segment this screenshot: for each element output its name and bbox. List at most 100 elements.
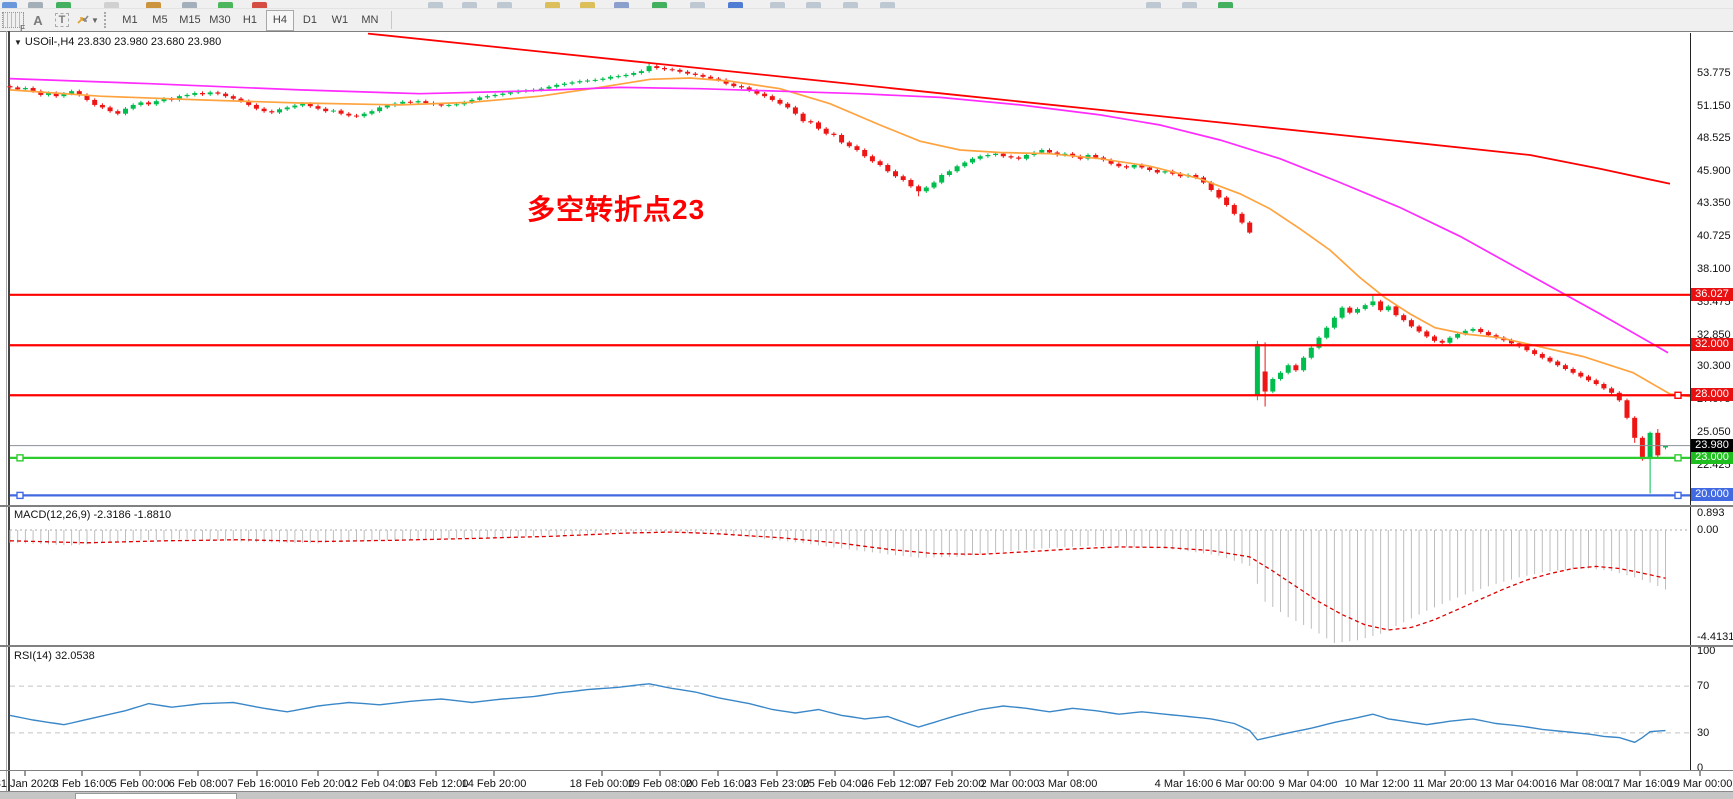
time-tick-label: 16 Mar 08:00 <box>1544 778 1610 790</box>
time-tick-label: 31 Jan 2020 <box>0 778 56 790</box>
timeframe-button-m5[interactable]: M5 <box>152 13 168 26</box>
rsi-scale-label: 70 <box>1697 680 1710 693</box>
toolbar-icon-cutoff[interactable] <box>614 2 629 8</box>
time-tick-label: 11 Mar 20:00 <box>1412 778 1478 790</box>
snap-grid-icon[interactable]: F <box>2 12 25 33</box>
toolbar-icon-cutoff[interactable] <box>497 2 512 8</box>
price-line-box-32.000: 32.000 <box>1691 338 1733 352</box>
time-tick-label: 27 Feb 20:00 <box>919 778 985 790</box>
price-tick-label: 48.525 <box>1697 132 1731 145</box>
price-line-box-28.000: 28.000 <box>1691 388 1733 402</box>
price-tick-label: 45.900 <box>1697 165 1731 178</box>
price-tick-label: 32.850 <box>1697 328 1731 341</box>
macd-scale-label: 0.00 <box>1697 524 1719 536</box>
toolbar-icon-cutoff[interactable] <box>2 2 17 8</box>
time-axis-separator <box>0 770 1733 771</box>
collapse-triangle-icon[interactable]: ▼ <box>14 38 22 47</box>
toolbar-icon-cutoff[interactable] <box>1218 2 1233 8</box>
time-tick-label: 9 Mar 04:00 <box>1278 778 1338 790</box>
chevron-down-icon[interactable]: ▼ <box>91 15 99 25</box>
time-tick-label: 23 Feb 23:00 <box>744 778 810 790</box>
bottom-tab[interactable] <box>75 793 237 799</box>
price-line-box-20.000: 20.000 <box>1691 488 1733 502</box>
time-tick-label: 5 Feb 00:00 <box>110 778 170 790</box>
toolbar-icon-cutoff[interactable] <box>428 2 443 8</box>
timeframe-button-h1[interactable]: H1 <box>242 13 257 26</box>
macd-indicator-label: MACD(12,26,9) -2.3186 -1.8810 <box>14 509 172 521</box>
timeframe-button-w1[interactable]: W1 <box>331 13 349 26</box>
macd-scale-label: -4.4131 <box>1697 631 1733 643</box>
price-tick-label: 51.150 <box>1697 99 1731 112</box>
chart-text-annotation[interactable]: 多空转折点23 <box>527 194 706 225</box>
object-arrows-icon[interactable]: ▼ <box>76 11 99 29</box>
toolbar-icon-cutoff[interactable] <box>690 2 705 8</box>
time-tick-label: 7 Feb 16:00 <box>227 778 287 790</box>
timeframe-button-h4[interactable]: H4 <box>265 9 294 31</box>
symbol-ohlc-label: ▼ USOil-,H4 23.830 23.980 23.680 23.980 <box>14 36 222 48</box>
price-tick-label: 40.725 <box>1697 230 1731 243</box>
time-tick-label: 25 Feb 04:00 <box>802 778 868 790</box>
price-tick-label: 43.350 <box>1697 197 1731 210</box>
time-tick-label: 13 Mar 04:00 <box>1479 778 1545 790</box>
toolbar-icon-cutoff[interactable] <box>545 2 560 8</box>
timeframe-button-m1[interactable]: M1 <box>122 13 138 26</box>
text-label-icon[interactable]: A <box>33 12 43 28</box>
time-tick-label: 20 Feb 16:00 <box>685 778 751 790</box>
timeframe-group: M1 M5 M15 M30 H1 H4 D1 W1 MN <box>115 9 385 31</box>
time-tick-label: 3 Feb 16:00 <box>52 778 112 790</box>
toolbar-icon-cutoff[interactable] <box>218 2 233 8</box>
chart-window[interactable] <box>0 31 1733 792</box>
time-tick-label: 6 Feb 08:00 <box>168 778 228 790</box>
timeframe-button-mn[interactable]: MN <box>361 13 379 26</box>
time-tick-label: 18 Feb 00:00 <box>569 778 635 790</box>
time-tick-label: 19 Mar 00:00 <box>1667 778 1733 790</box>
time-tick-label: 26 Feb 12:00 <box>861 778 927 790</box>
timeframe-button-d1[interactable]: D1 <box>302 13 317 26</box>
time-tick-label: 12 Feb 04:00 <box>345 778 411 790</box>
time-tick-label: 13 Feb 12:00 <box>403 778 469 790</box>
timeframe-button-m30[interactable]: M30 <box>209 13 231 26</box>
current-price-box: 23.980 <box>1691 438 1733 452</box>
chart-toolbar: F A T ▼ M1 M5 M15 M30 H1 H4 D1 W1 MN <box>0 9 1733 33</box>
price-axis[interactable] <box>1690 33 1733 770</box>
toolbar-icon-cutoff[interactable] <box>843 2 858 8</box>
toolbar-icon-cutoff[interactable] <box>252 2 267 8</box>
toolbar-icon-cutoff[interactable] <box>462 2 477 8</box>
chart-left-border <box>6 31 7 791</box>
time-tick-label: 3 Mar 08:00 <box>1038 778 1098 790</box>
toolbar-icon-cutoff[interactable] <box>104 2 119 8</box>
toolbar-icon-cutoff[interactable] <box>182 2 197 8</box>
toolbar-icon-cutoff[interactable] <box>652 2 667 8</box>
toolbar-drag-handle[interactable] <box>103 12 112 28</box>
time-tick-label: 4 Mar 16:00 <box>1154 778 1214 790</box>
rsi-panel-separator[interactable] <box>0 645 1733 647</box>
toolbar-icon-cutoff[interactable] <box>146 2 161 8</box>
timeframe-button-m15[interactable]: M15 <box>179 13 201 26</box>
toolbar-icon-cutoff[interactable] <box>28 2 43 8</box>
time-tick-label: 19 Feb 08:00 <box>627 778 693 790</box>
toolbar-icon-cutoff[interactable] <box>806 2 821 8</box>
toolbar-icon-cutoff[interactable] <box>728 2 743 8</box>
toolbar-icon-cutoff[interactable] <box>770 2 785 8</box>
time-tick-label: 10 Mar 12:00 <box>1344 778 1410 790</box>
time-tick-label: 2 Mar 00:00 <box>980 778 1040 790</box>
price-tick-label: 38.100 <box>1697 262 1731 275</box>
toolbar-icon-cutoff[interactable] <box>1182 2 1197 8</box>
macd-panel-separator[interactable] <box>0 505 1733 507</box>
price-tick-label: 53.775 <box>1697 66 1731 79</box>
price-tick-label: 25.050 <box>1697 426 1731 439</box>
toolbar-icon-cutoff[interactable] <box>56 2 71 8</box>
text-box-icon[interactable]: T <box>52 11 72 29</box>
price-line-box-23.000: 23.000 <box>1691 450 1733 464</box>
bottom-strip <box>0 791 1733 799</box>
rsi-indicator-label: RSI(14) 32.0538 <box>14 650 95 662</box>
toolbar-icon-cutoff[interactable] <box>1146 2 1161 8</box>
macd-scale-label: 0.893 <box>1697 507 1725 519</box>
time-tick-label: 6 Mar 00:00 <box>1215 778 1275 790</box>
time-tick-label: 17 Mar 16:00 <box>1607 778 1673 790</box>
chart-left-border-inner <box>8 31 10 791</box>
toolbar-icon-cutoff[interactable] <box>880 2 895 8</box>
rsi-scale-label: 30 <box>1697 726 1710 739</box>
toolbar-icon-cutoff[interactable] <box>580 2 595 8</box>
